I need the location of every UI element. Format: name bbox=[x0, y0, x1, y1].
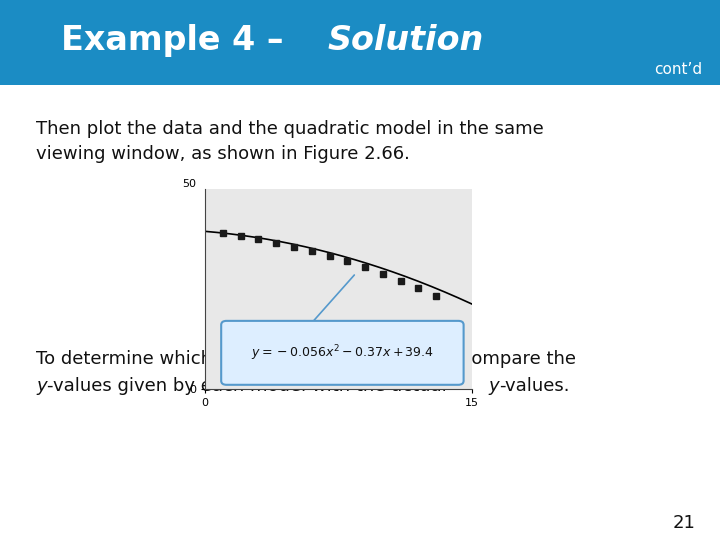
Text: Figure 2.66: Figure 2.66 bbox=[315, 312, 405, 326]
Text: Then plot the data and the quadratic model in the same: Then plot the data and the quadratic mod… bbox=[36, 120, 544, 138]
Text: Solution: Solution bbox=[328, 24, 484, 57]
Text: y: y bbox=[488, 377, 499, 395]
Text: To determine which model fits the data better, compare the: To determine which model fits the data b… bbox=[36, 350, 576, 368]
Text: Example 4 –: Example 4 – bbox=[61, 24, 295, 57]
Text: 21: 21 bbox=[672, 514, 695, 532]
Text: cont’d: cont’d bbox=[654, 63, 702, 77]
Text: viewing window, as shown in Figure 2.66.: viewing window, as shown in Figure 2.66. bbox=[36, 145, 410, 163]
Text: -values.: -values. bbox=[499, 377, 570, 395]
Text: $y = -0.056x^{2} - 0.37x + 39.4$: $y = -0.056x^{2} - 0.37x + 39.4$ bbox=[251, 343, 434, 363]
Text: 50: 50 bbox=[182, 179, 197, 189]
FancyBboxPatch shape bbox=[221, 321, 464, 385]
Text: y: y bbox=[36, 377, 47, 395]
Text: -values given by each model with the actual: -values given by each model with the act… bbox=[47, 377, 452, 395]
